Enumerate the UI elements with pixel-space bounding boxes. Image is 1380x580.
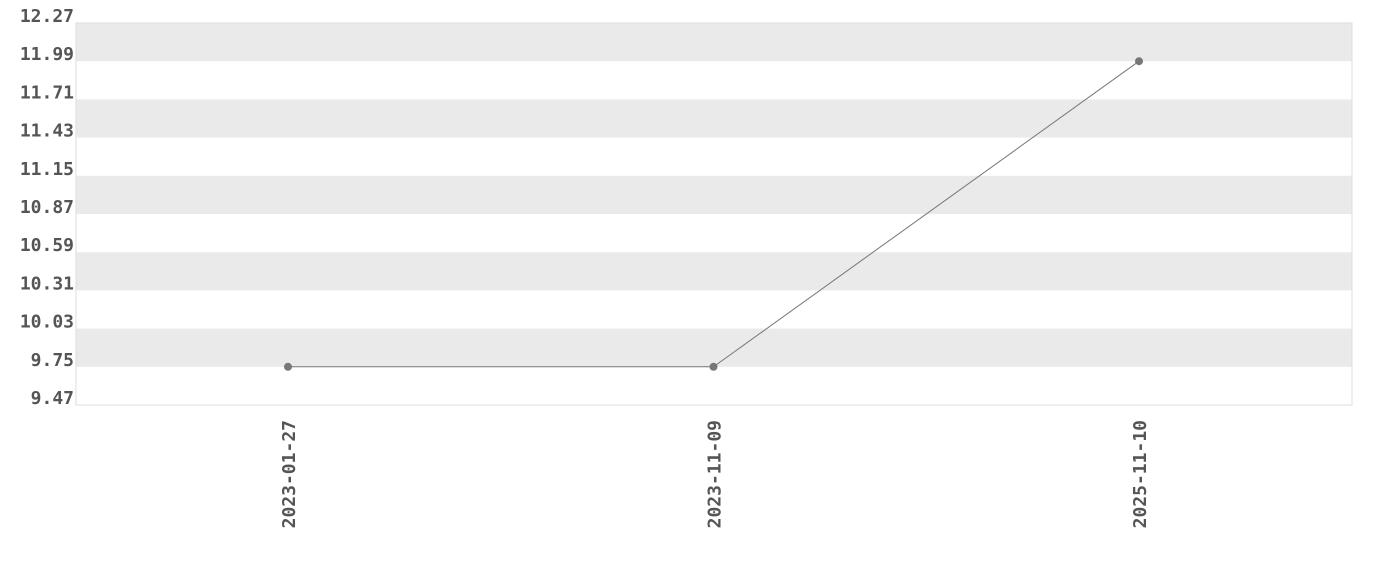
y-tick-label: 11.15 <box>20 159 74 180</box>
data-point <box>709 362 718 371</box>
data-point <box>1135 57 1143 66</box>
y-tick-label: 10.03 <box>20 312 74 333</box>
x-tick-label: 2023-11-09 <box>705 420 726 528</box>
y-tick-label: 9.47 <box>31 388 74 409</box>
grid-band <box>76 99 1352 138</box>
y-tick-label: 10.87 <box>20 197 74 218</box>
series <box>284 57 1143 371</box>
data-point <box>284 362 292 371</box>
plot-border <box>75 22 1353 406</box>
y-tick-label: 11.43 <box>20 121 74 142</box>
y-tick-label: 11.71 <box>20 82 74 103</box>
y-tick-label: 11.99 <box>20 44 74 65</box>
grid-band <box>76 328 1352 367</box>
y-tick-label: 9.75 <box>31 350 74 371</box>
grid-band <box>76 252 1352 291</box>
x-tick-label: 2025-11-10 <box>1130 420 1151 528</box>
y-axis: 9.47 9.75 10.03 10.31 10.59 10.87 11.15 11.43 11… <box>20 6 74 409</box>
x-tick-label: 2023-01-27 <box>279 420 300 528</box>
x-axis: 2023-01-27 2023-11-09 2025-11-10 <box>279 420 1151 528</box>
y-tick-label: 12.27 <box>20 6 74 27</box>
y-tick-label: 10.31 <box>20 273 74 294</box>
grid-band <box>76 175 1352 214</box>
y-tick-label: 10.59 <box>20 235 74 256</box>
grid-bands <box>76 23 1352 367</box>
grid-band <box>76 23 1352 62</box>
